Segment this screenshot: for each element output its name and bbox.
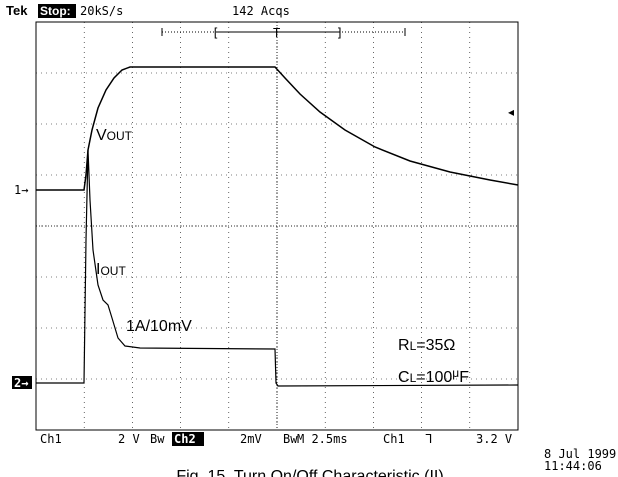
sample-rate: 20kS/s — [80, 4, 123, 18]
iout-sub: OUT — [100, 264, 126, 278]
vout-trace — [36, 66, 519, 191]
brand: Tek — [6, 3, 28, 18]
bracket-right: ] — [336, 26, 343, 40]
iout-main: I — [96, 261, 100, 278]
ch2-label: Ch2 — [174, 432, 196, 446]
scale-label: 1A/10mV — [126, 318, 192, 335]
rl-main: R — [398, 337, 410, 354]
timebase: M 2.5ms — [297, 432, 348, 446]
state: Stop: — [40, 4, 71, 18]
cl-sub: L — [410, 371, 417, 385]
acquisitions: 142 Acqs — [232, 4, 290, 18]
bw-icon: Bw — [150, 432, 165, 446]
rl-rest: =35Ω — [416, 337, 455, 354]
trig-source: Ch1 — [383, 432, 405, 446]
trig-level: 3.2 V — [476, 432, 512, 446]
graticule — [36, 22, 518, 430]
cl-unit: F — [459, 369, 469, 386]
stop-badge — [38, 4, 76, 18]
cl-mu: μ — [452, 366, 459, 380]
rl-label: RL=35Ω — [398, 337, 455, 354]
ch2-scale: 2mV — [240, 432, 262, 446]
bracket-left: [ — [212, 26, 219, 40]
ch1-scale: 2 V — [118, 432, 140, 446]
cl-main: C — [398, 369, 410, 386]
cl-rest: =100 — [416, 369, 452, 386]
vout-sub: OUT — [107, 129, 133, 143]
bw-icon: Bw — [283, 432, 298, 446]
time: 11:44:06 — [544, 459, 602, 473]
trigger-level-arrow: ◂ — [508, 105, 514, 119]
ch1-marker: 1→ — [14, 183, 28, 197]
iout-trace — [36, 149, 519, 387]
vout-main: V — [96, 127, 107, 144]
date: 8 Jul 1999 — [544, 447, 616, 461]
trigger-mark: T — [273, 26, 280, 40]
caption: Fig. 15. Turn On/Off Characteristic (II) — [176, 468, 443, 477]
ch2-marker: 2→ — [14, 376, 28, 390]
ch2-marker-bg — [12, 376, 32, 389]
screen-border — [35, 21, 519, 431]
ch2-badge — [172, 432, 204, 446]
iout-label: IOUT — [96, 261, 126, 278]
cl-label: CL=100μF — [398, 366, 469, 386]
rl-sub: L — [410, 339, 417, 353]
vout-label: VOUT — [96, 127, 133, 144]
trig-slope: ᒣ — [425, 432, 432, 446]
ch1-label: Ch1 — [40, 432, 62, 446]
